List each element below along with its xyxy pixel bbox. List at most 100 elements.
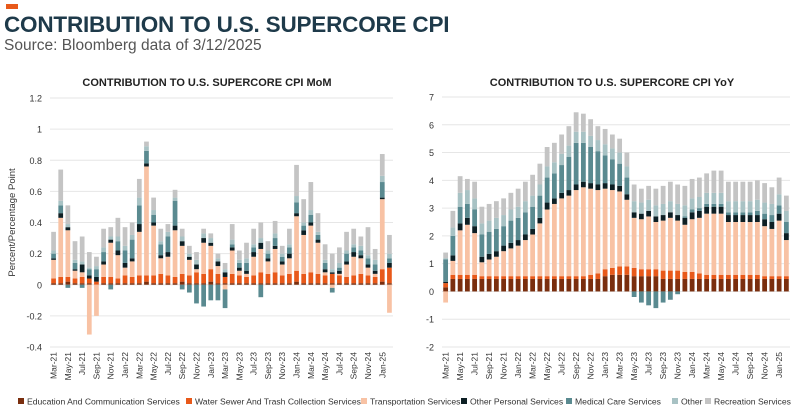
chart-1-bar-segment-water — [179, 273, 185, 282]
chart-2-xtick-label: May-21 — [455, 352, 465, 381]
chart-2-bar-segment-personal — [646, 210, 652, 217]
chart-1-bar-segment-water — [215, 273, 221, 284]
chart-1-bar-segment-personal — [72, 269, 78, 271]
chart-2-bar-segment-transportation — [696, 217, 702, 274]
chart-2-bar-segment-personal — [704, 206, 710, 214]
chart-2-bar-segment-other — [573, 131, 579, 143]
chart-1-bar-segment-education — [172, 283, 178, 285]
chart-1-bar-segment-water — [294, 270, 299, 282]
chart-1-bar-segment-transportation — [101, 264, 106, 277]
chart-2-bar-segment-transportation — [646, 216, 652, 270]
chart-2-bar-segment-education — [624, 274, 630, 292]
chart-2-bar-segment-medical — [501, 226, 507, 246]
chart-2-bar-segment-water — [740, 274, 746, 279]
chart-1-xtick-label: Jan-24 — [292, 352, 302, 378]
chart-1-bar-segment-recreation — [144, 141, 149, 147]
chart-1-bar-segment-transportation — [201, 242, 206, 274]
chart-1-xtick-label: Nov-21 — [106, 352, 116, 380]
chart-1-bar-segment-water — [272, 272, 278, 284]
chart-1-bar-segment-transportation — [158, 258, 164, 274]
chart-1-bar-segment-water — [329, 273, 335, 284]
chart-1-bar-segment-recreation — [379, 154, 385, 176]
chart-2-bar-segment-medical — [725, 212, 731, 216]
chart-1-bar-segment-water — [229, 273, 235, 284]
chart-2-bar-segment-transportation — [776, 220, 782, 277]
chart-2-bar-segment-personal — [776, 213, 782, 221]
chart-1-bar-segment-personal — [215, 261, 221, 267]
chart-2-ytick-label: 4 — [429, 176, 434, 186]
chart-2-bar-segment-recreation — [711, 170, 717, 193]
chart-1-bar-segment-recreation — [115, 217, 121, 237]
chart-1-bar-segment-personal — [272, 245, 278, 249]
chart-2-bar-segment-education — [631, 276, 637, 292]
chart-1-bar-segment-other — [115, 236, 121, 242]
chart-2-bar-segment-medical — [667, 291, 673, 300]
chart-2-bar-segment-transportation — [638, 219, 644, 270]
chart-1-bar-segment-personal — [194, 264, 199, 270]
chart-1-bar-segment-personal — [308, 222, 314, 226]
chart-2-bar-segment-water — [479, 276, 485, 279]
chart-1-bar-segment-education — [229, 283, 235, 285]
chart-1-bar-segment-other — [229, 239, 235, 245]
chart-2-bar-segment-transportation — [501, 251, 507, 277]
chart-2-bar-segment-personal — [559, 192, 565, 199]
chart-2-xtick-label: Mar-24 — [702, 352, 712, 379]
chart-2-bar-segment-recreation — [544, 147, 550, 167]
chart-2-bar-segment-other — [544, 166, 550, 178]
chart-1-bar-segment-transportation — [272, 248, 278, 273]
chart-1-bar-segment-personal — [244, 270, 249, 274]
chart-2-bar-segment-education — [638, 276, 644, 292]
chart-1-bar-segment-other — [387, 253, 392, 259]
chart-1-bar-segment-education — [287, 283, 292, 285]
chart-1-bar-segment-medical — [86, 269, 92, 276]
chart-2-bar-segment-other — [602, 144, 608, 156]
chart-2-bar-segment-transportation — [762, 226, 768, 277]
chart-1-bar-segment-other — [101, 247, 106, 253]
chart-2-bar-segment-recreation — [631, 184, 637, 202]
chart-2-bar-segment-water — [660, 270, 666, 279]
chart-1-bar-segment-transportation — [308, 225, 314, 273]
chart-2-bar-segment-recreation — [486, 203, 492, 221]
chart-2-bar-segment-personal — [638, 213, 644, 220]
chart-1-bar-segment-other — [244, 258, 249, 263]
chart-2-bar-segment-other — [580, 131, 586, 143]
chart-1-bar-segment-transportation — [58, 217, 64, 277]
chart-1-bar-segment-other — [129, 234, 135, 240]
chart-1-bar-segment-water — [94, 281, 99, 285]
chart-1-bar-segment-recreation — [322, 244, 328, 260]
chart-2-bar-segment-water — [508, 276, 514, 279]
chart-1-bar-segment-recreation — [229, 224, 235, 240]
chart-2-bar-segment-medical — [740, 212, 746, 216]
chart-1-bar-segment-personal — [222, 272, 228, 277]
chart-2-bar-segment-recreation — [769, 187, 775, 204]
chart-2-bar-segment-recreation — [537, 163, 543, 185]
chart-1-bar-segment-education — [251, 283, 257, 285]
chart-2-bar-segment-water — [754, 274, 760, 279]
chart-2-bar-segment-transportation — [682, 224, 688, 272]
chart-2-bar-segment-education — [595, 278, 601, 292]
chart-2-bar-segment-personal — [450, 255, 456, 261]
chart-1-bar-segment-education — [186, 283, 192, 285]
chart-2-xtick-label: Jul-24 — [731, 352, 741, 375]
chart-1-bar-segment-transportation — [194, 269, 199, 273]
chart-1-bar-segment-medical — [258, 284, 264, 298]
chart-2-bar-segment-transportation — [740, 222, 746, 275]
chart-1-bar-segment-medical — [244, 262, 249, 271]
chart-2-bar-segment-transportation — [443, 291, 449, 303]
chart-1-bar-segment-water — [51, 278, 56, 284]
chart-1-bar-segment-personal — [294, 213, 299, 217]
chart-1-bar-segment-water — [122, 275, 128, 284]
chart-1-bar-segment-medical — [351, 247, 357, 253]
chart-2-bar-segment-personal — [515, 240, 521, 246]
chart-2-bar-segment-transportation — [573, 190, 579, 277]
chart-1-bar-segment-medical — [337, 267, 342, 271]
chart-1-bar-segment-medical — [65, 284, 71, 288]
chart-2-bar-segment-transportation — [754, 222, 760, 275]
chart-1-bar-segment-recreation — [329, 253, 335, 270]
chart-2-bar-segment-medical — [646, 291, 652, 306]
legend-label-water: Water Sewer And Trash Collection Service… — [195, 397, 361, 407]
chart-1-xtick-label: Jul-22 — [163, 352, 173, 375]
chart-2-bar-segment-recreation — [675, 184, 681, 204]
legend-label-recreation: Recreation Services — [714, 397, 791, 407]
chart-1-bar-segment-water — [151, 275, 156, 284]
